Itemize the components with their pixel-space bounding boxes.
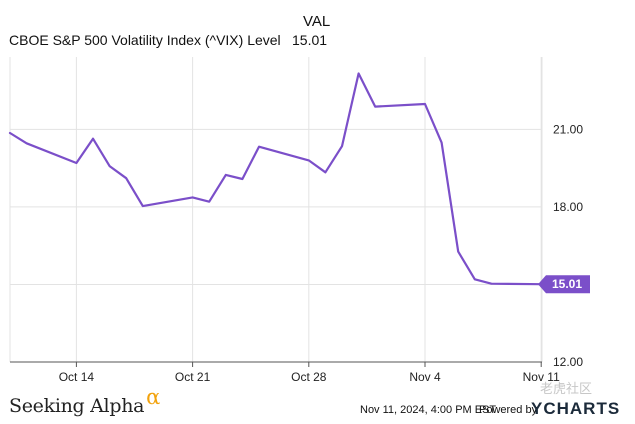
last-value-tag	[538, 275, 590, 294]
series-name: CBOE S&P 500 Volatility Index (^VIX) Lev…	[9, 32, 281, 48]
x-tick-label: Oct 14	[59, 370, 95, 384]
seeking-alpha-logo: Seeking Alphaα	[9, 385, 160, 417]
x-tick-label: Nov 4	[409, 370, 441, 384]
powered-by-text: Powered by	[479, 404, 538, 416]
x-tick-label: Oct 21	[175, 370, 211, 384]
series-current-value: 15.01	[292, 32, 328, 48]
chart-timestamp: Nov 11, 2024, 4:00 PM EST	[360, 404, 497, 416]
ycharts-logo: YCHARTS	[531, 399, 621, 418]
y-tick-label: 12.00	[553, 355, 583, 369]
x-tick-label: Nov 11	[523, 370, 560, 384]
y-tick-label: 21.00	[553, 122, 583, 136]
series-line	[8, 72, 543, 286]
alpha-icon: α	[146, 385, 161, 409]
brand-text: Seeking Alpha	[9, 395, 145, 417]
legend-column-label: VAL	[303, 13, 331, 30]
x-tick-label: Oct 28	[291, 370, 327, 384]
y-tick-label: 18.00	[553, 200, 583, 214]
last-value-label: 15.01	[552, 277, 582, 291]
watermark-text: 老虎社区	[540, 381, 593, 396]
